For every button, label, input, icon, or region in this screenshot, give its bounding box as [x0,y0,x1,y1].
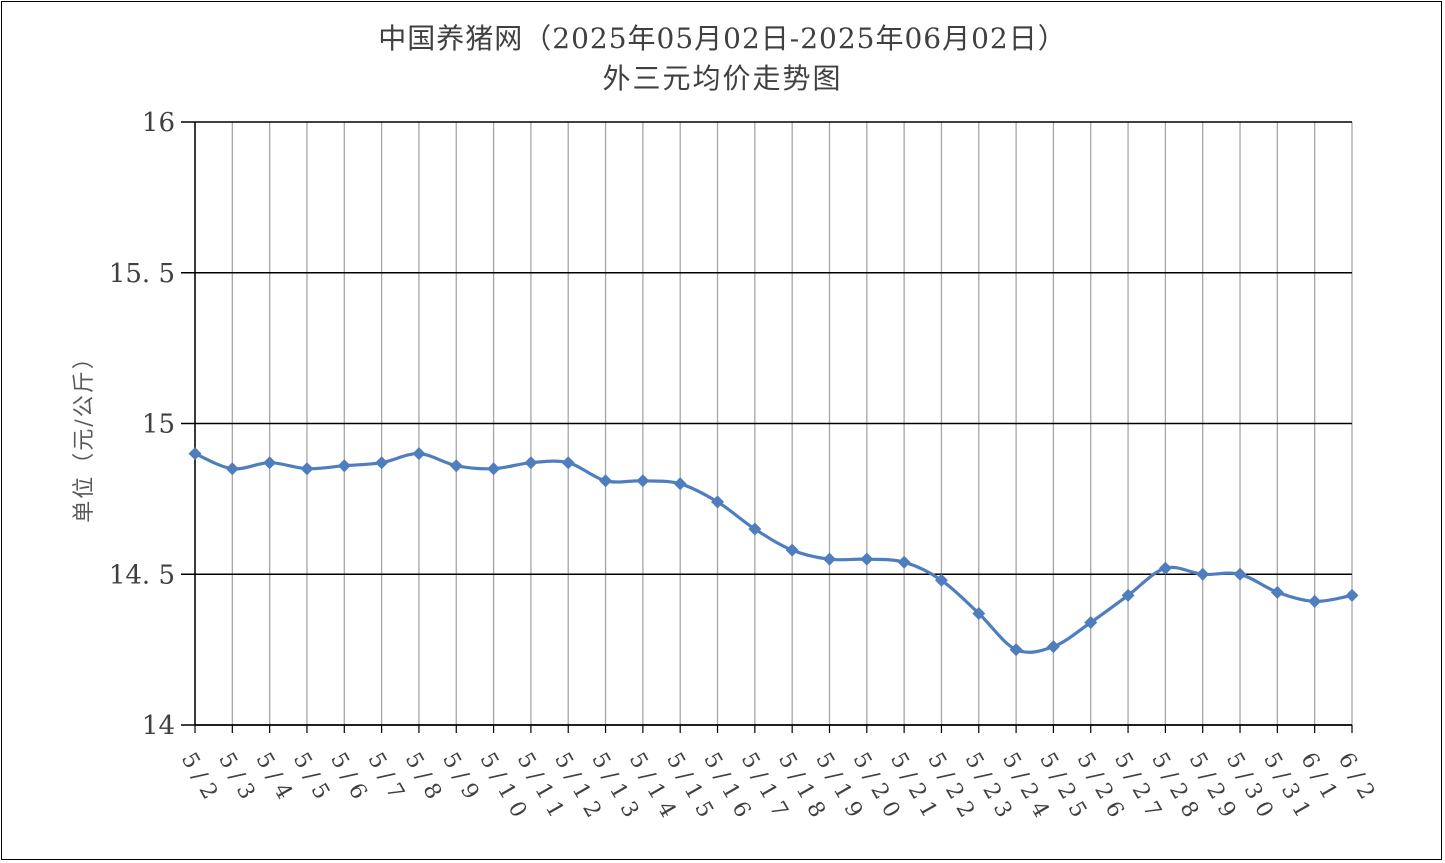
y-tick-label: 14. 5 [109,560,175,590]
price-line [194,451,1353,654]
y-tick-label: 15. 5 [109,259,175,289]
data-point [337,459,351,473]
x-tick-label: 5 / 4 [250,749,296,804]
axes [194,122,1353,733]
x-tick-label: 5 / 6 [325,749,371,804]
x-tick-label: 5 / 2 [176,749,222,804]
data-point [412,447,426,461]
data-point [1009,643,1023,657]
data-point [1121,588,1135,602]
x-tick-label: 5 / 5 [288,749,334,804]
data-point [225,462,239,476]
data-point [785,543,799,557]
data-point [561,456,575,470]
data-point [934,573,948,587]
x-tick-label: 5 / 3 [213,749,259,804]
data-point [822,552,836,566]
data-point [1308,594,1322,608]
y-tick-label: 15 [142,410,175,440]
x-tick-label: 6 / 2 [1333,749,1379,804]
data-point [487,462,501,476]
x-tick-label: 5 / 7 [362,749,408,804]
chart-title: 中国养猪网（2025年05月02日-2025年06月02日） [378,22,1067,55]
data-point [1233,567,1247,581]
data-point [1084,615,1098,629]
data-point [1046,640,1060,654]
data-point [1270,585,1284,599]
horizontal-gridlines [181,121,1352,726]
data-point [1158,561,1172,575]
chart-subtitle: 外三元均价走势图 [602,62,843,95]
data-point [1345,588,1359,602]
data-point [860,552,874,566]
data-point [375,456,389,470]
y-tick-labels: 14 14. 5 15 15. 5 16 [109,108,175,741]
data-point [972,606,986,620]
data-point [599,474,613,488]
data-point [524,456,538,470]
x-tick-labels: 5 / 25 / 35 / 45 / 55 / 65 / 75 / 85 / 9… [176,749,1379,822]
data-point [188,447,202,461]
data-point [748,522,762,536]
data-point [897,555,911,569]
y-tick-label: 14 [142,711,175,741]
series-markers [188,447,1359,657]
series-line [194,451,1353,654]
data-point [300,462,314,476]
data-point [1196,567,1210,581]
data-point [673,477,687,491]
data-point [636,474,650,488]
data-point [449,459,463,473]
data-point [263,456,277,470]
x-tick-label: 5 / 9 [437,749,483,804]
data-point [711,495,725,509]
x-tick-label: 5 / 8 [400,749,446,804]
y-tick-label: 16 [142,108,175,138]
